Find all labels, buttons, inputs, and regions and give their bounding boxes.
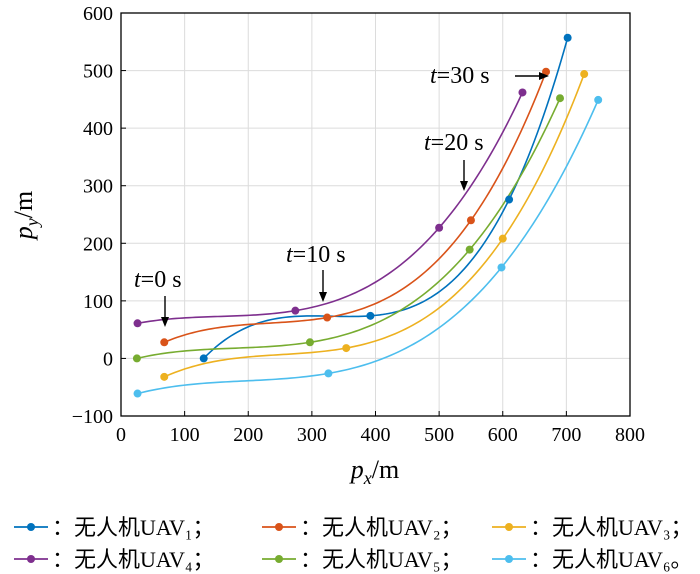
legend-marker xyxy=(275,523,283,531)
series-4-point xyxy=(435,223,444,232)
y-tick-label: 500 xyxy=(83,61,113,83)
y-axis-ticks: −100 0 100 200 300 400 500 600 xyxy=(72,3,126,428)
legend-label: ：无人机UAV₅； xyxy=(300,547,463,572)
x-tick-label: 0 xyxy=(116,424,126,446)
series-line-1 xyxy=(203,37,569,359)
legend-item-2: ：无人机UAV₂； xyxy=(262,515,463,540)
x-axis-label: px/m xyxy=(349,455,399,488)
series-3-point xyxy=(342,344,351,353)
legend-item-5: ：无人机UAV₅； xyxy=(262,547,463,572)
y-tick-label: 400 xyxy=(83,118,113,140)
axis-labels: px/m py/m xyxy=(9,191,399,488)
legend-marker xyxy=(27,523,35,531)
legend-label: ：无人机UAV₂； xyxy=(300,515,463,540)
series-lines xyxy=(136,37,599,395)
legend-marker xyxy=(275,555,283,563)
legend-item-4: ：无人机UAV₄； xyxy=(14,547,215,572)
time-annotation-label: t=0 s xyxy=(134,267,182,293)
series-line-4 xyxy=(137,92,524,325)
legend-marker xyxy=(505,523,513,531)
legend-label: ：无人机UAV₄； xyxy=(52,547,215,572)
series-6-point xyxy=(324,369,333,378)
series-markers xyxy=(132,33,603,398)
x-tick-label: 600 xyxy=(488,424,518,446)
series-1-point xyxy=(199,354,208,363)
series-5-point xyxy=(556,94,565,103)
series-4-point xyxy=(291,306,300,315)
x-tick-label: 200 xyxy=(233,424,263,446)
series-6-point xyxy=(497,263,506,272)
legend-marker xyxy=(505,555,513,563)
series-6-point xyxy=(594,95,603,104)
time-annotation-label: t=10 s xyxy=(286,242,346,268)
y-tick-label: 0 xyxy=(103,348,113,370)
series-4-point xyxy=(518,88,527,97)
series-line-2 xyxy=(163,71,547,344)
series-2-point xyxy=(542,67,551,76)
grid xyxy=(120,12,631,417)
series-2-point xyxy=(323,313,332,322)
time-annotation-label: t=20 s xyxy=(424,130,484,156)
y-tick-label: 200 xyxy=(83,233,113,255)
series-5-point xyxy=(305,338,314,347)
legend-item-6: ：无人机UAV₆。 xyxy=(492,547,693,572)
x-tick-label: 500 xyxy=(424,424,454,446)
series-3-point xyxy=(580,70,589,79)
legend-item-3: ：无人机UAV₃； xyxy=(492,515,693,540)
x-tick-label: 700 xyxy=(551,424,581,446)
series-line-6 xyxy=(137,99,599,395)
legend-label: ：无人机UAV₃； xyxy=(530,515,693,540)
y-tick-label: 600 xyxy=(83,3,113,25)
series-1-point xyxy=(366,311,375,320)
time-annotation-label: t=30 s xyxy=(430,63,490,89)
x-tick-label: 300 xyxy=(297,424,327,446)
series-1-point xyxy=(505,195,514,204)
series-5-point xyxy=(132,354,141,363)
series-4-point xyxy=(133,319,142,328)
x-tick-label: 100 xyxy=(170,424,200,446)
series-6-point xyxy=(133,389,142,398)
legend-marker xyxy=(27,555,35,563)
series-2-point xyxy=(160,338,169,347)
series-5-point xyxy=(465,245,474,254)
series-3-point xyxy=(498,234,507,243)
annotations: t=0 s t=10 s t=20 s t=30 s xyxy=(134,63,549,327)
series-2-point xyxy=(466,216,475,225)
legend-item-1: ：无人机UAV₁； xyxy=(14,515,215,540)
y-tick-label: −100 xyxy=(72,406,113,428)
series-1-point xyxy=(563,33,572,42)
y-axis-label: py/m xyxy=(9,191,42,241)
x-tick-label: 400 xyxy=(361,424,391,446)
legend-label: ：无人机UAV₆。 xyxy=(530,547,693,572)
y-tick-label: 300 xyxy=(83,176,113,198)
x-tick-label: 800 xyxy=(615,424,645,446)
legend-label: ：无人机UAV₁； xyxy=(52,515,215,540)
series-line-3 xyxy=(163,73,585,378)
series-line-5 xyxy=(136,97,561,360)
legend: ：无人机UAV₁； ：无人机UAV₂； ：无人机UAV₃； ：无人机UAV₄； ：无人机… xyxy=(14,515,693,572)
y-tick-label: 100 xyxy=(83,291,113,313)
x-axis-ticks: 0 100 200 300 400 500 600 700 800 xyxy=(116,411,645,446)
series-3-point xyxy=(160,372,169,381)
